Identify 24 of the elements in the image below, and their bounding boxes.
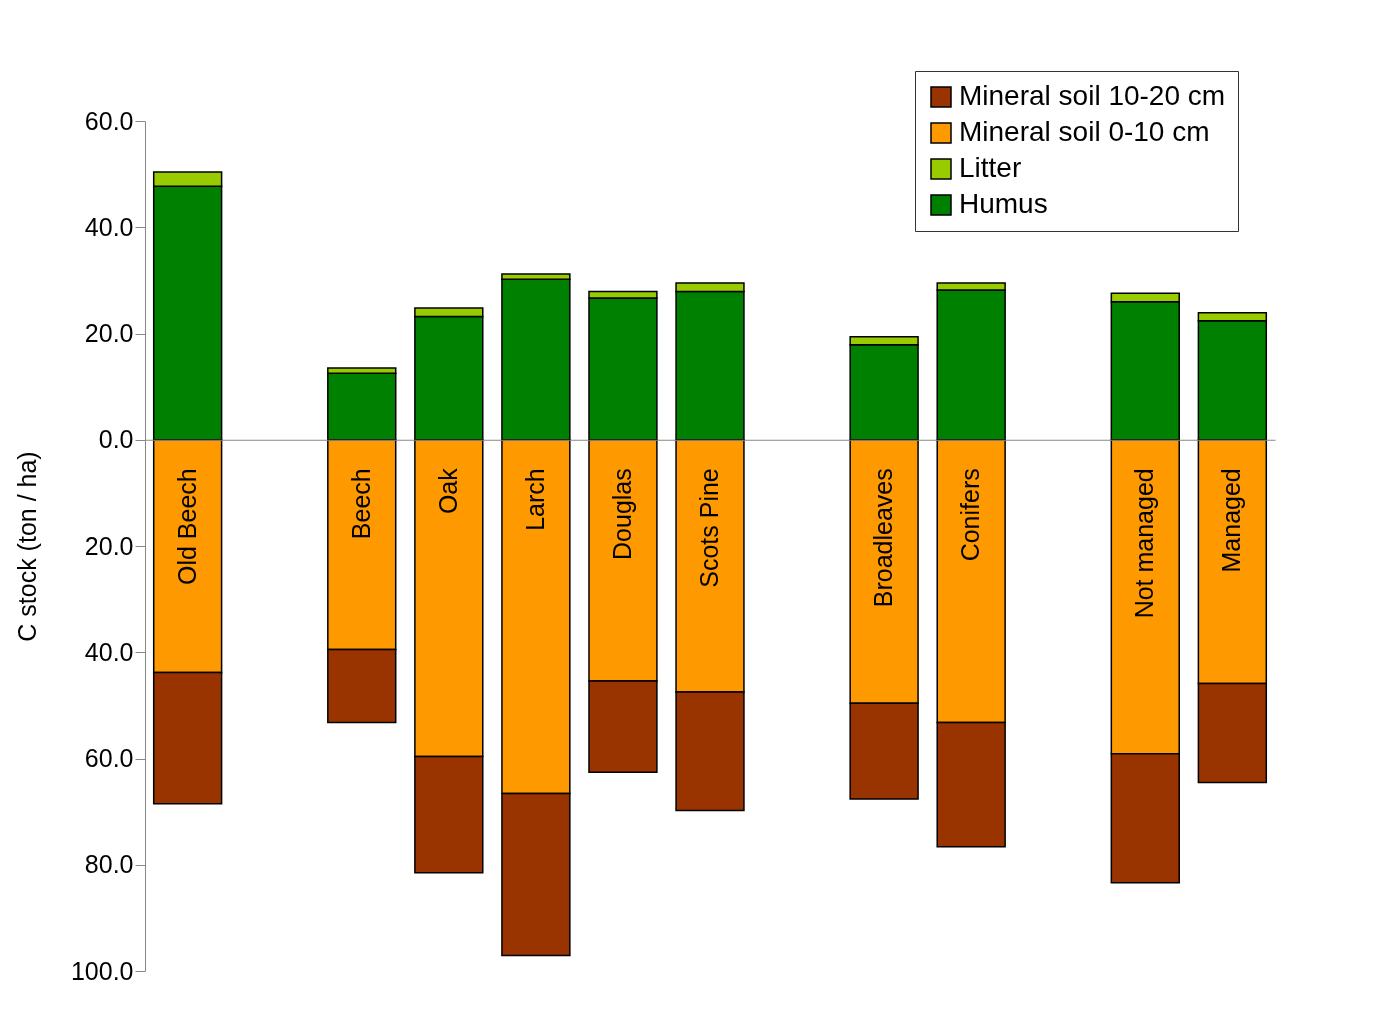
legend-label: Humus (959, 188, 1048, 219)
y-tick-label: 40.0 (84, 637, 134, 666)
y-tick-label: 80.0 (84, 850, 134, 879)
x-tick-label: Oak (433, 467, 462, 515)
x-tick-label: Scots Pine (695, 468, 723, 588)
x-tick-label: Douglas (607, 468, 636, 560)
x-tick-label: Beech (346, 468, 375, 540)
y-tick-label: 60.0 (84, 106, 134, 135)
legend-label: Mineral soil 10-20 cm (959, 80, 1226, 111)
legend-label: Mineral soil 0-10 cm (959, 116, 1210, 147)
y-tick-label: 60.0 (84, 744, 134, 772)
x-tick-label: Not managed (1130, 468, 1159, 619)
y-tick-label: 0.0 (98, 425, 134, 454)
legend-label: Litter (959, 152, 1022, 183)
y-tick-label: 20.0 (84, 531, 134, 560)
y-axis-title: C stock (ton / ha) (12, 451, 41, 642)
y-tick-label: 40.0 (84, 212, 134, 241)
x-tick-label: Broadleaves (869, 468, 898, 608)
y-tick-label: 20.0 (84, 319, 134, 347)
x-tick-label: Conifers (956, 468, 985, 562)
x-tick-label: Old Beech (172, 468, 201, 585)
y-tick-label: 100.0 (70, 956, 134, 985)
x-tick-label: Larch (520, 468, 549, 531)
x-tick-label: Managed (1217, 468, 1246, 573)
